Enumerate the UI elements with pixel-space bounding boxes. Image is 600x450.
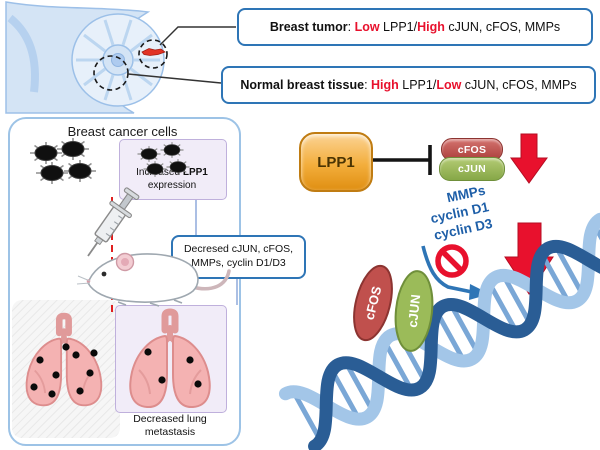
tumor-connector-line xyxy=(159,26,236,46)
normal-tissue-annotation-box: Normal breast tissue: High LPP1/Low cJUN… xyxy=(221,66,596,104)
cjun-pill: cJUN xyxy=(439,157,505,181)
dna-strand-light xyxy=(278,212,600,426)
normal-box-rest: cJUN, cFOS, MMPs xyxy=(461,78,577,92)
lung-metastasis-label: Decreased lung metastasis xyxy=(115,413,225,438)
tumor-box-mid: LPP1/ xyxy=(379,20,418,34)
nipple xyxy=(111,53,125,67)
breast-anatomy-illustration xyxy=(5,1,236,114)
breast-tumor-annotation-box: Breast tumor: Low LPP1/High cJUN, cFOS, … xyxy=(237,8,593,46)
tumor-box-title: Breast tumor xyxy=(269,20,348,34)
tumor-mark xyxy=(141,48,166,56)
normal-box-mid: LPP1/ xyxy=(398,78,437,92)
normal-tissue-annotation-text: Normal breast tissue: High LPP1/Low cJUN… xyxy=(240,78,576,92)
increased-lpp1-bold: LPP1 xyxy=(182,167,208,178)
dna-helix xyxy=(278,212,600,450)
normal-box-high: High xyxy=(371,78,399,92)
dna-strand-dark xyxy=(308,239,600,450)
tumor-dashed-circle xyxy=(138,39,168,69)
normal-box-title: Normal breast tissue xyxy=(240,78,365,92)
increased-lpp1-label: Increased LPP1 expression xyxy=(119,167,225,192)
cjun-protein-oval: cJUN xyxy=(394,270,434,352)
tumor-box-rest: cJUN, cFOS, MMPs xyxy=(444,20,561,34)
down-arrow-small-icon xyxy=(510,133,548,184)
normal-box-low: Low xyxy=(436,78,462,92)
decreased-genes-line2: MMPs, cyclin D1/D3 xyxy=(191,257,286,269)
cjun-protein-label: cJUN xyxy=(405,294,423,329)
panel-title: Breast cancer cells xyxy=(67,124,178,139)
normal-box-sep: : xyxy=(364,78,372,92)
normal-tissue-dashed-circle xyxy=(93,55,129,91)
inhibition-bar-icon xyxy=(371,145,432,175)
milk-duct-lines xyxy=(76,19,160,101)
increased-lpp1-line1: Increased LPP1 xyxy=(119,167,225,180)
normal-connector-line xyxy=(127,73,222,84)
decreased-genes-box: Decresed cJUN, cFOS, MMPs, cyclin D1/D3 xyxy=(171,235,306,279)
reduced-metastasis-box xyxy=(115,305,227,413)
dna-rungs xyxy=(293,227,600,439)
breast-cancer-cells-panel xyxy=(8,117,241,446)
breast-tumor-annotation-text: Breast tumor: Low LPP1/High cJUN, cFOS, … xyxy=(270,20,560,34)
lpp1-node: LPP1 xyxy=(299,132,373,192)
increased-lpp1-pre: Increased xyxy=(136,167,183,178)
tumor-box-sep: : xyxy=(347,20,355,34)
tumor-box-low: Low xyxy=(354,20,380,34)
increased-lpp1-line2: expression xyxy=(147,179,197,191)
cfos-protein-oval: cFOS xyxy=(353,264,393,342)
tumor-box-high: High xyxy=(417,20,445,34)
decreased-genes-line1: Decresed cJUN, cFOS, xyxy=(183,243,294,256)
lung-label-line2: metastasis xyxy=(144,425,196,438)
panel-flow-connectors xyxy=(195,198,238,305)
lung-label-line1: Decreased lung xyxy=(133,413,207,425)
